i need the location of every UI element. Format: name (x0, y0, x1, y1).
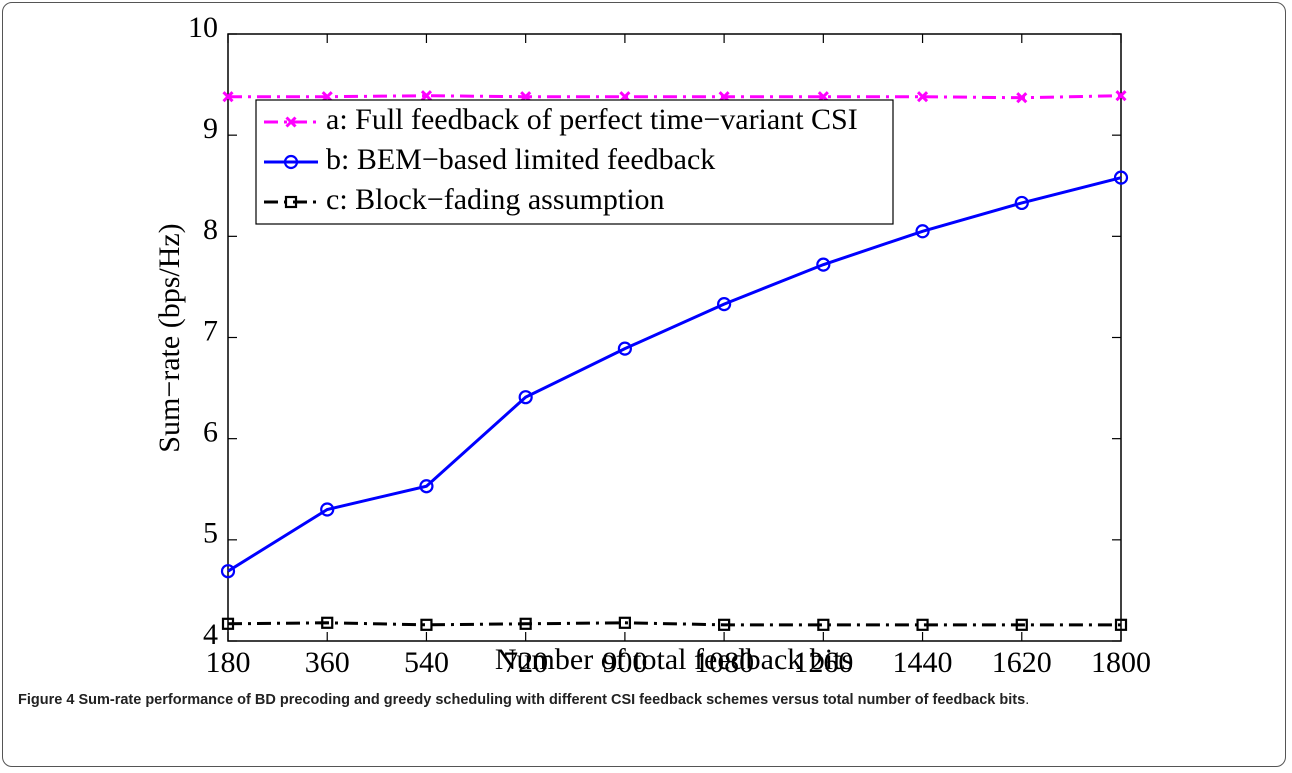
x-tick-label: 1260 (793, 646, 853, 679)
marker (916, 91, 929, 103)
x-tick-label: 1440 (893, 646, 953, 679)
marker (816, 257, 831, 272)
marker (220, 564, 236, 579)
marker (321, 616, 334, 629)
marker (1113, 170, 1129, 185)
caption-text: Sum-rate performance of BD precoding and… (78, 692, 1026, 708)
y-tick-label: 8 (203, 213, 218, 246)
legend: a: Full feedback of perfect time−variant… (255, 99, 894, 225)
marker (1015, 618, 1028, 631)
legend-marker (285, 116, 297, 128)
legend-marker (283, 154, 299, 170)
legend-label: a: Full feedback of perfect time−variant… (326, 103, 858, 136)
marker (1115, 90, 1127, 102)
marker (817, 618, 830, 631)
y-tick-label: 10 (188, 11, 218, 44)
marker (221, 617, 235, 630)
x-tick-label: 1080 (694, 646, 754, 679)
y-tick-label: 7 (203, 314, 218, 347)
marker (420, 90, 433, 102)
marker (916, 618, 929, 631)
y-axis-label: Sum−rate (bps/Hz) (153, 223, 186, 452)
legend-label: b: BEM−based limited feedback (326, 143, 715, 176)
series-line (227, 621, 1121, 627)
y-tick-label: 4 (203, 618, 218, 651)
series-line (228, 94, 1122, 100)
y-tick-label: 6 (203, 416, 218, 449)
marker (915, 224, 930, 239)
marker (419, 479, 434, 494)
x-tick-label: 900 (602, 646, 647, 679)
x-tick-label: 720 (503, 646, 548, 679)
legend-label: c: Block−fading assumption (326, 183, 665, 216)
marker (518, 390, 533, 405)
x-axis-label: Number of total feedback bits (495, 643, 853, 676)
marker (1114, 618, 1128, 631)
caption-end: . (1025, 692, 1030, 708)
marker (717, 297, 732, 312)
x-tick-label: 1620 (992, 646, 1052, 679)
caption-label: Figure 4 (18, 692, 75, 708)
y-tick-label: 5 (203, 517, 218, 550)
marker (519, 617, 532, 630)
caption: Figure 4 Sum-rate performance of BD prec… (18, 688, 1273, 712)
chart: Sum−rate (bps/Hz) Number of total feedba… (153, 11, 1151, 679)
series-line (227, 176, 1122, 573)
marker (1016, 92, 1028, 104)
marker (618, 616, 631, 629)
y-tick-label: 9 (203, 112, 218, 145)
marker (1014, 195, 1029, 211)
x-tick-label: 360 (305, 646, 350, 679)
marker (420, 618, 433, 631)
marker (718, 618, 731, 631)
legend-box (255, 99, 894, 225)
marker (617, 341, 632, 356)
marker (320, 502, 335, 517)
legend-marker (284, 195, 298, 209)
x-tick-label: 180 (206, 646, 251, 679)
x-tick-label: 1800 (1091, 646, 1151, 679)
x-tick-label: 540 (404, 646, 449, 679)
marker (222, 91, 234, 103)
